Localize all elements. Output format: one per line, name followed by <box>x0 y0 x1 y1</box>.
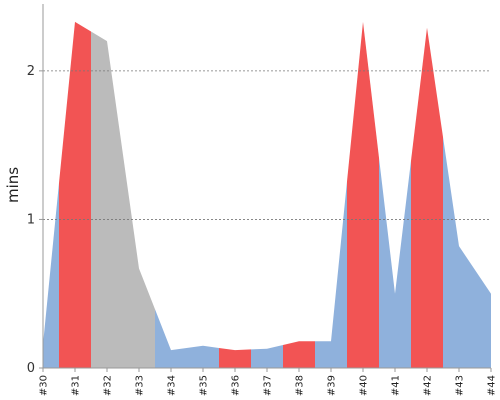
x-tick-label: #33 <box>135 375 146 396</box>
area-segment-default-7 <box>315 181 347 368</box>
area-segment-highlight-8 <box>347 21 379 369</box>
y-tick-label-0: 0 <box>27 361 35 376</box>
x-tick-label: #34 <box>167 375 178 396</box>
x-tick-label: #37 <box>263 375 274 396</box>
y-axis-title: mins <box>4 167 22 203</box>
area-segment-default-0 <box>43 183 59 368</box>
y-tick-labels: 0 1 2 <box>27 64 43 376</box>
area-segment-default-3 <box>155 309 219 368</box>
x-tick-label: #38 <box>295 375 306 396</box>
x-tick-label: #39 <box>327 375 338 396</box>
x-tick-label: #35 <box>199 375 210 396</box>
area-segment-highlight-6 <box>283 341 315 368</box>
area-segments <box>43 21 491 369</box>
area-segment-default-11 <box>443 136 491 368</box>
area-segment-highlight-10 <box>411 27 443 369</box>
area-segment-highlight-4 <box>219 347 251 368</box>
area-segment-muted-2 <box>91 31 155 369</box>
area-segment-default-5 <box>251 344 283 368</box>
x-tick-label: #30 <box>39 375 50 396</box>
x-tick-label: #42 <box>423 375 434 396</box>
x-tick-label: #36 <box>231 375 242 396</box>
y-tick-label-1: 1 <box>27 212 35 227</box>
x-tick-label: #40 <box>359 375 370 396</box>
gridlines <box>43 70 491 220</box>
y-tick-label-2: 2 <box>27 64 35 79</box>
x-tick-labels: #30 #31 #32 #33 #34 #35 #36 #37 #38 #39 #40 #41 #42 #… <box>39 368 498 396</box>
area-segment-highlight-1 <box>59 21 91 369</box>
x-tick-label: #31 <box>71 375 82 396</box>
area-segment-default-9 <box>379 157 411 368</box>
x-tick-label: #41 <box>391 375 402 396</box>
x-tick-label: #44 <box>487 375 498 396</box>
x-tick-label: #43 <box>455 375 466 396</box>
x-tick-label: #32 <box>103 375 114 396</box>
